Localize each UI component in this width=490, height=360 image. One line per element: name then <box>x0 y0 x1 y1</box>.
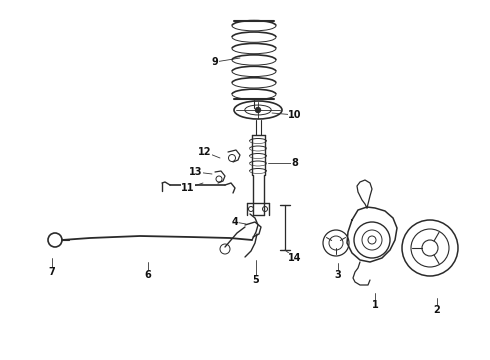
Text: 14: 14 <box>288 253 302 263</box>
Circle shape <box>255 108 261 112</box>
Text: 1: 1 <box>371 300 378 310</box>
Text: 2: 2 <box>434 305 441 315</box>
Text: 13: 13 <box>189 167 203 177</box>
Text: 7: 7 <box>49 267 55 277</box>
Text: 9: 9 <box>212 57 219 67</box>
Text: 8: 8 <box>292 158 298 168</box>
Text: 6: 6 <box>145 270 151 280</box>
Text: 10: 10 <box>288 110 302 120</box>
Text: 4: 4 <box>232 217 238 227</box>
Text: 12: 12 <box>198 147 212 157</box>
Text: 5: 5 <box>253 275 259 285</box>
Text: 3: 3 <box>335 270 342 280</box>
Text: 11: 11 <box>181 183 195 193</box>
